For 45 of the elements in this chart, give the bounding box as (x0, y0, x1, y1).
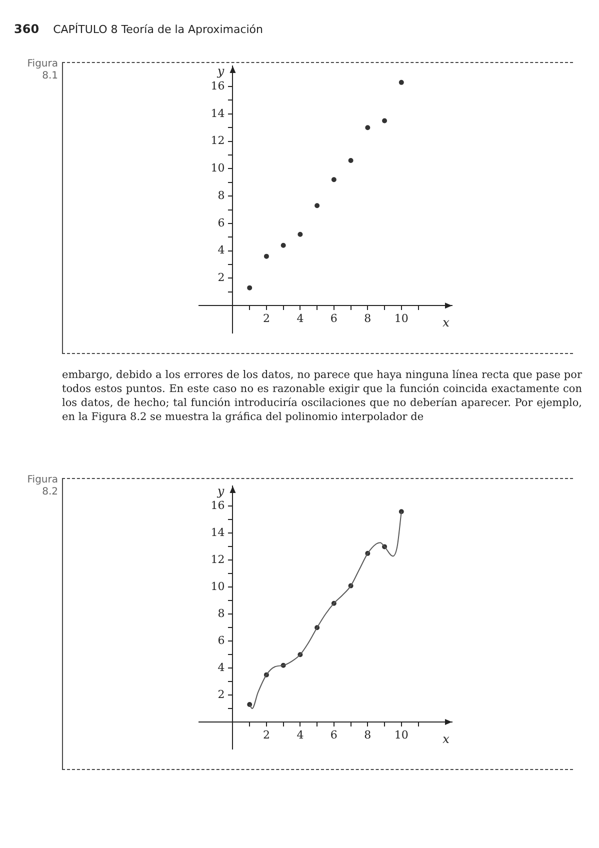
x-tick-label: 6 (330, 728, 338, 742)
text: embargo, debido a los errores de los datos, no parece que haya ninguna línea recta que pase por todos estos puntos. En este caso no es razonable exigir que la función coincida exactamente con los datos, de hecho; tal función introduciría oscilaciones que no deberían aparecer. Por ejemplo, en la Figura 8.2 se muestra la gráfica del polinomio interpolador de (62, 368, 582, 424)
y-tick-label: 6 (218, 216, 225, 230)
point (365, 125, 370, 130)
text: 360 (14, 22, 40, 36)
y-tick-label: 2 (218, 271, 225, 284)
y-tick-label: 4 (218, 244, 225, 257)
text: CAPÍTULO 8 Teoría de la Aproximación (53, 23, 264, 36)
y-tick-label: 6 (218, 634, 225, 647)
point (348, 158, 354, 163)
point (314, 203, 320, 208)
x-tick-label: 10 (394, 312, 408, 326)
y-tick-label: 4 (218, 660, 225, 674)
point (280, 242, 286, 248)
x-tick-label: 4 (296, 728, 304, 742)
point (264, 254, 269, 259)
y-tick-label: 14 (210, 106, 225, 120)
x-tick-label: 8 (364, 728, 372, 742)
y-axis-title: y (216, 64, 224, 78)
x-axis-title: x (442, 316, 450, 330)
x-tick-label: 8 (364, 312, 372, 326)
x-tick-label: 2 (262, 312, 270, 326)
y-tick-label: 12 (210, 553, 225, 566)
point (382, 118, 388, 124)
x-tick-label: 6 (330, 312, 338, 326)
y-tick-label: 16 (210, 499, 225, 512)
text: Figura 8.1 (27, 58, 58, 82)
y-tick-label: 10 (210, 580, 225, 594)
point (398, 80, 404, 85)
point (247, 285, 252, 290)
y-tick-label: 12 (210, 134, 225, 148)
x-axis-title: x (442, 732, 450, 746)
y-tick-label: 16 (210, 79, 225, 92)
point (298, 232, 303, 237)
point (331, 177, 336, 182)
text: Figura 8.2 (27, 474, 58, 498)
x-tick-label: 10 (394, 728, 408, 742)
y-axis-title: y (216, 484, 224, 498)
y-tick-label: 2 (218, 688, 225, 701)
x-tick-label: 2 (262, 728, 270, 742)
y-tick-label: 8 (218, 606, 225, 620)
y-tick-label: 8 (218, 188, 225, 202)
x-tick-label: 4 (296, 312, 304, 326)
y-tick-label: 14 (210, 526, 225, 540)
y-tick-label: 10 (210, 162, 225, 175)
